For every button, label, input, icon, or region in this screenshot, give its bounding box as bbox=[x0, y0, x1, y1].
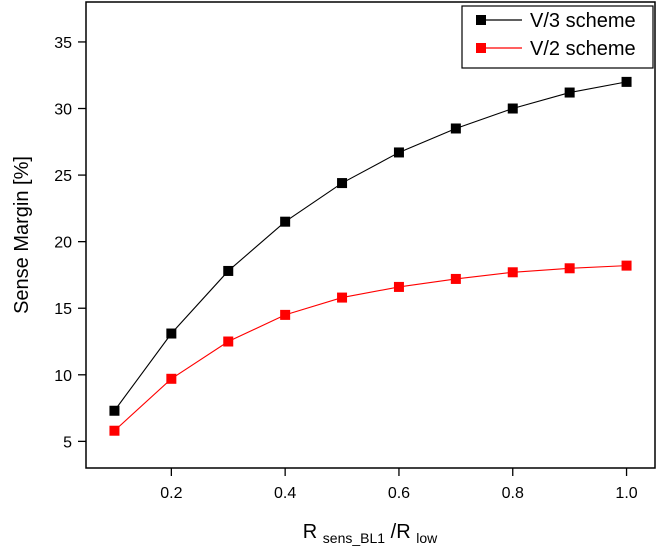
x-axis-label: R sens_BL1 /R low bbox=[303, 521, 438, 548]
series-point-1-9 bbox=[621, 260, 632, 271]
series-point-1-7 bbox=[507, 267, 518, 278]
series-point-1-1 bbox=[166, 373, 177, 384]
series-point-0-3 bbox=[280, 216, 291, 227]
x-axis-label-separator: /R bbox=[391, 521, 411, 543]
x-tick-label: 0.4 bbox=[274, 485, 296, 502]
series-point-0-4 bbox=[337, 178, 348, 189]
legend-marker-v2 bbox=[476, 43, 486, 53]
x-axis-label-subscript-2: low bbox=[416, 530, 438, 546]
series-point-1-3 bbox=[280, 309, 291, 320]
x-axis-label-main: R bbox=[303, 521, 317, 543]
series-point-0-0 bbox=[109, 405, 120, 416]
y-tick-label: 5 bbox=[63, 434, 72, 451]
legend-label-v3: V/3 scheme bbox=[530, 10, 636, 32]
y-tick-label: 10 bbox=[54, 368, 72, 385]
legend-marker-v3 bbox=[476, 15, 486, 25]
series-point-0-6 bbox=[450, 123, 461, 134]
series-point-1-6 bbox=[450, 273, 461, 284]
series-point-0-7 bbox=[507, 103, 518, 114]
series-point-1-8 bbox=[564, 263, 575, 274]
legend-label-v2: V/2 scheme bbox=[530, 38, 636, 60]
legend-box bbox=[461, 5, 654, 69]
series-point-0-2 bbox=[223, 265, 234, 276]
series-point-0-9 bbox=[621, 76, 632, 87]
series-line-0 bbox=[114, 81, 627, 412]
plot-frame bbox=[85, 1, 656, 469]
y-axis-label: Sense Margin [%] bbox=[11, 156, 33, 314]
legend-item-v3: V/3 scheme bbox=[476, 10, 636, 32]
y-axis-ticks: 5 10 15 20 25 30 35 bbox=[54, 35, 86, 451]
x-axis-ticks: 0.2 0.4 0.6 0.8 1.0 bbox=[160, 468, 638, 502]
x-tick-label: 0.8 bbox=[502, 485, 524, 502]
series-point-1-0 bbox=[109, 425, 120, 436]
series-line-1 bbox=[114, 265, 627, 432]
y-tick-label: 15 bbox=[54, 301, 72, 318]
series-point-0-1 bbox=[166, 328, 177, 339]
series-point-0-8 bbox=[564, 87, 575, 98]
series-point-1-4 bbox=[337, 292, 348, 303]
series-point-1-5 bbox=[393, 281, 404, 292]
x-axis-label-subscript-1: sens_BL1 bbox=[323, 530, 385, 546]
series-layer bbox=[109, 76, 632, 436]
series-point-1-2 bbox=[223, 336, 234, 347]
y-tick-label: 30 bbox=[54, 102, 72, 119]
legend-item-v2: V/2 scheme bbox=[476, 38, 636, 60]
x-tick-label: 0.6 bbox=[388, 485, 410, 502]
y-tick-label: 25 bbox=[54, 168, 72, 185]
legend: V/3 scheme V/2 scheme bbox=[461, 5, 654, 69]
series-point-0-5 bbox=[393, 147, 404, 158]
x-tick-label: 1.0 bbox=[615, 485, 637, 502]
y-tick-label: 20 bbox=[54, 235, 72, 252]
y-tick-label: 35 bbox=[54, 35, 72, 52]
x-tick-label: 0.2 bbox=[160, 485, 182, 502]
